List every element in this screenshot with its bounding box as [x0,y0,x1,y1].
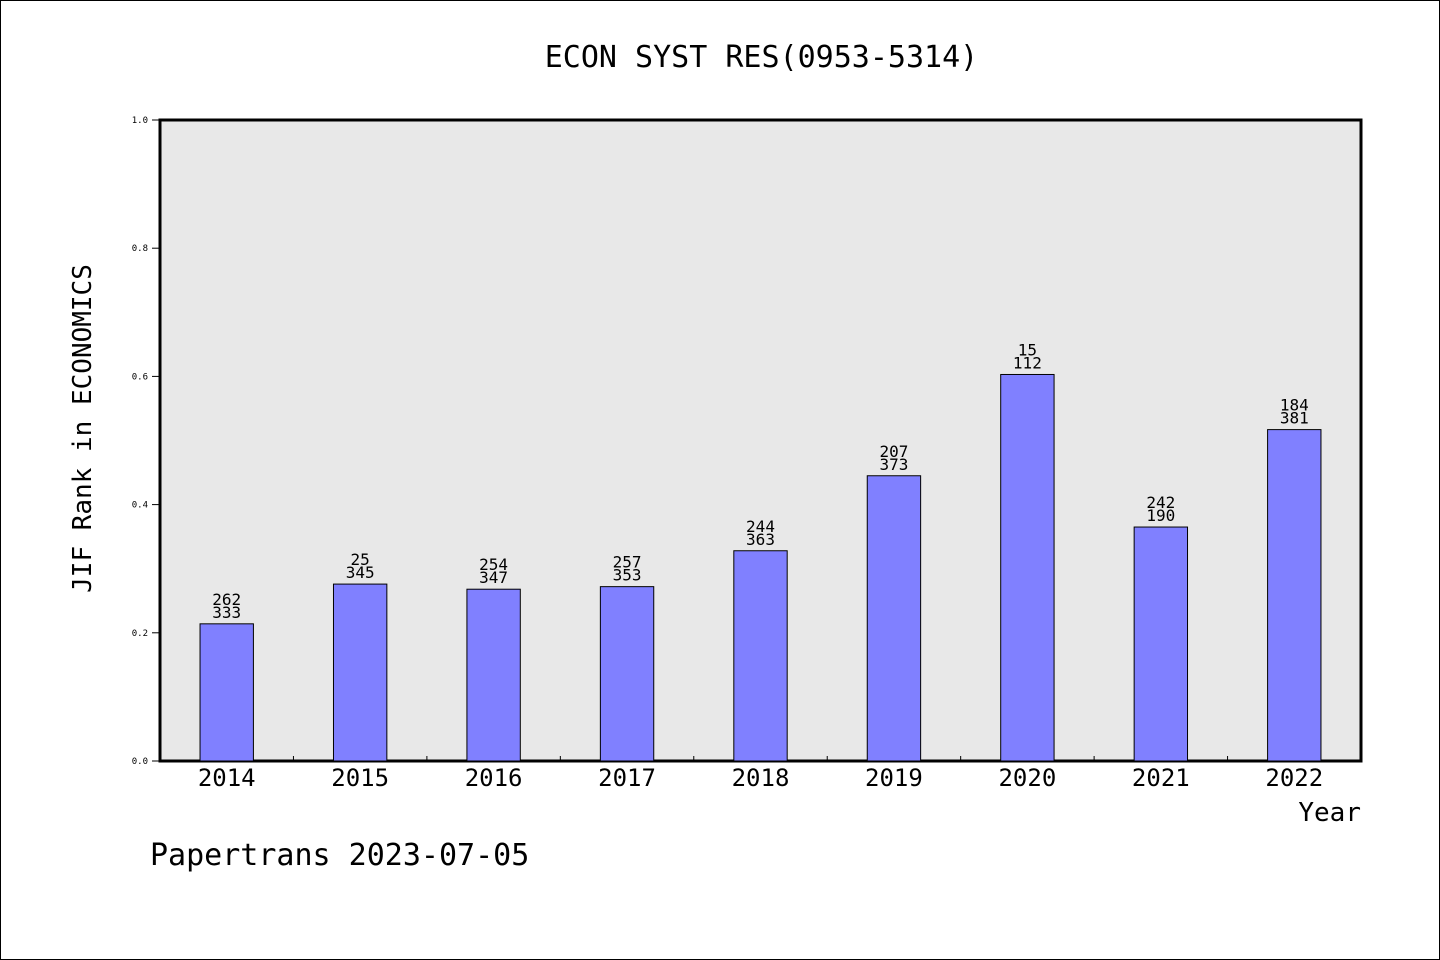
y-axis-label: JIF Rank in ECONOMICS [68,264,98,593]
bar [733,550,788,762]
bar [866,475,922,762]
x-tick-label: 2014 [198,764,256,792]
chart-title: ECON SYST RES(0953-5314) [545,40,978,75]
data-label-top: 242 [1146,493,1175,512]
y-tick-label: 1.0 [132,116,148,126]
y-tick-label: 0.0 [132,757,148,767]
data-label-bottom: 333 [212,603,241,622]
data-label-bottom: 373 [879,455,908,474]
x-tick-label: 2021 [1132,764,1190,792]
data-label-top: 184 [1280,396,1309,415]
y-tick-label: 0.2 [132,629,148,639]
data-label-bottom: 353 [613,566,642,585]
x-tick-label: 2016 [465,764,523,792]
data-label-top: 257 [613,553,642,572]
bar [599,586,655,762]
data-label-top: 262 [212,590,241,609]
data-label-bottom: 347 [479,568,508,587]
x-tick-label: 2017 [598,764,656,792]
bar [1133,526,1189,762]
data-label-bottom: 112 [1013,353,1042,372]
data-label-bottom: 345 [346,563,375,582]
footer-credit: Papertrans 2023-07-05 [150,838,529,873]
y-tick-label: 0.6 [132,372,148,382]
y-tick-label: 0.8 [132,244,148,254]
x-tick-label: 2019 [865,764,923,792]
data-label-top: 15 [1018,340,1037,359]
y-tick-label: 0.4 [132,501,148,511]
data-label-bottom: 363 [746,530,775,549]
data-label-top: 244 [746,517,775,536]
x-tick-label: 2015 [331,764,389,792]
x-axis: 2014 2015 2016 2017 2018 2019 2020 2021 2022 [198,756,1323,792]
data-label-bottom: 190 [1146,506,1175,525]
x-tick-label: 2022 [1265,764,1323,792]
bar [1000,373,1055,762]
bar [466,588,521,762]
data-label-bottom: 381 [1280,409,1309,428]
data-label-top: 207 [879,442,908,461]
data-label-top: 25 [351,550,370,569]
x-axis-label: Year [1298,798,1361,828]
x-tick-label: 2018 [732,764,790,792]
data-label-top: 254 [479,555,508,574]
x-tick-label: 2020 [998,764,1056,792]
bars [199,373,1322,762]
bar [332,583,388,762]
bar [1267,429,1322,762]
y-axis: 0.0 0.2 0.4 0.6 0.8 1.0 [132,116,160,767]
bar [199,623,254,762]
